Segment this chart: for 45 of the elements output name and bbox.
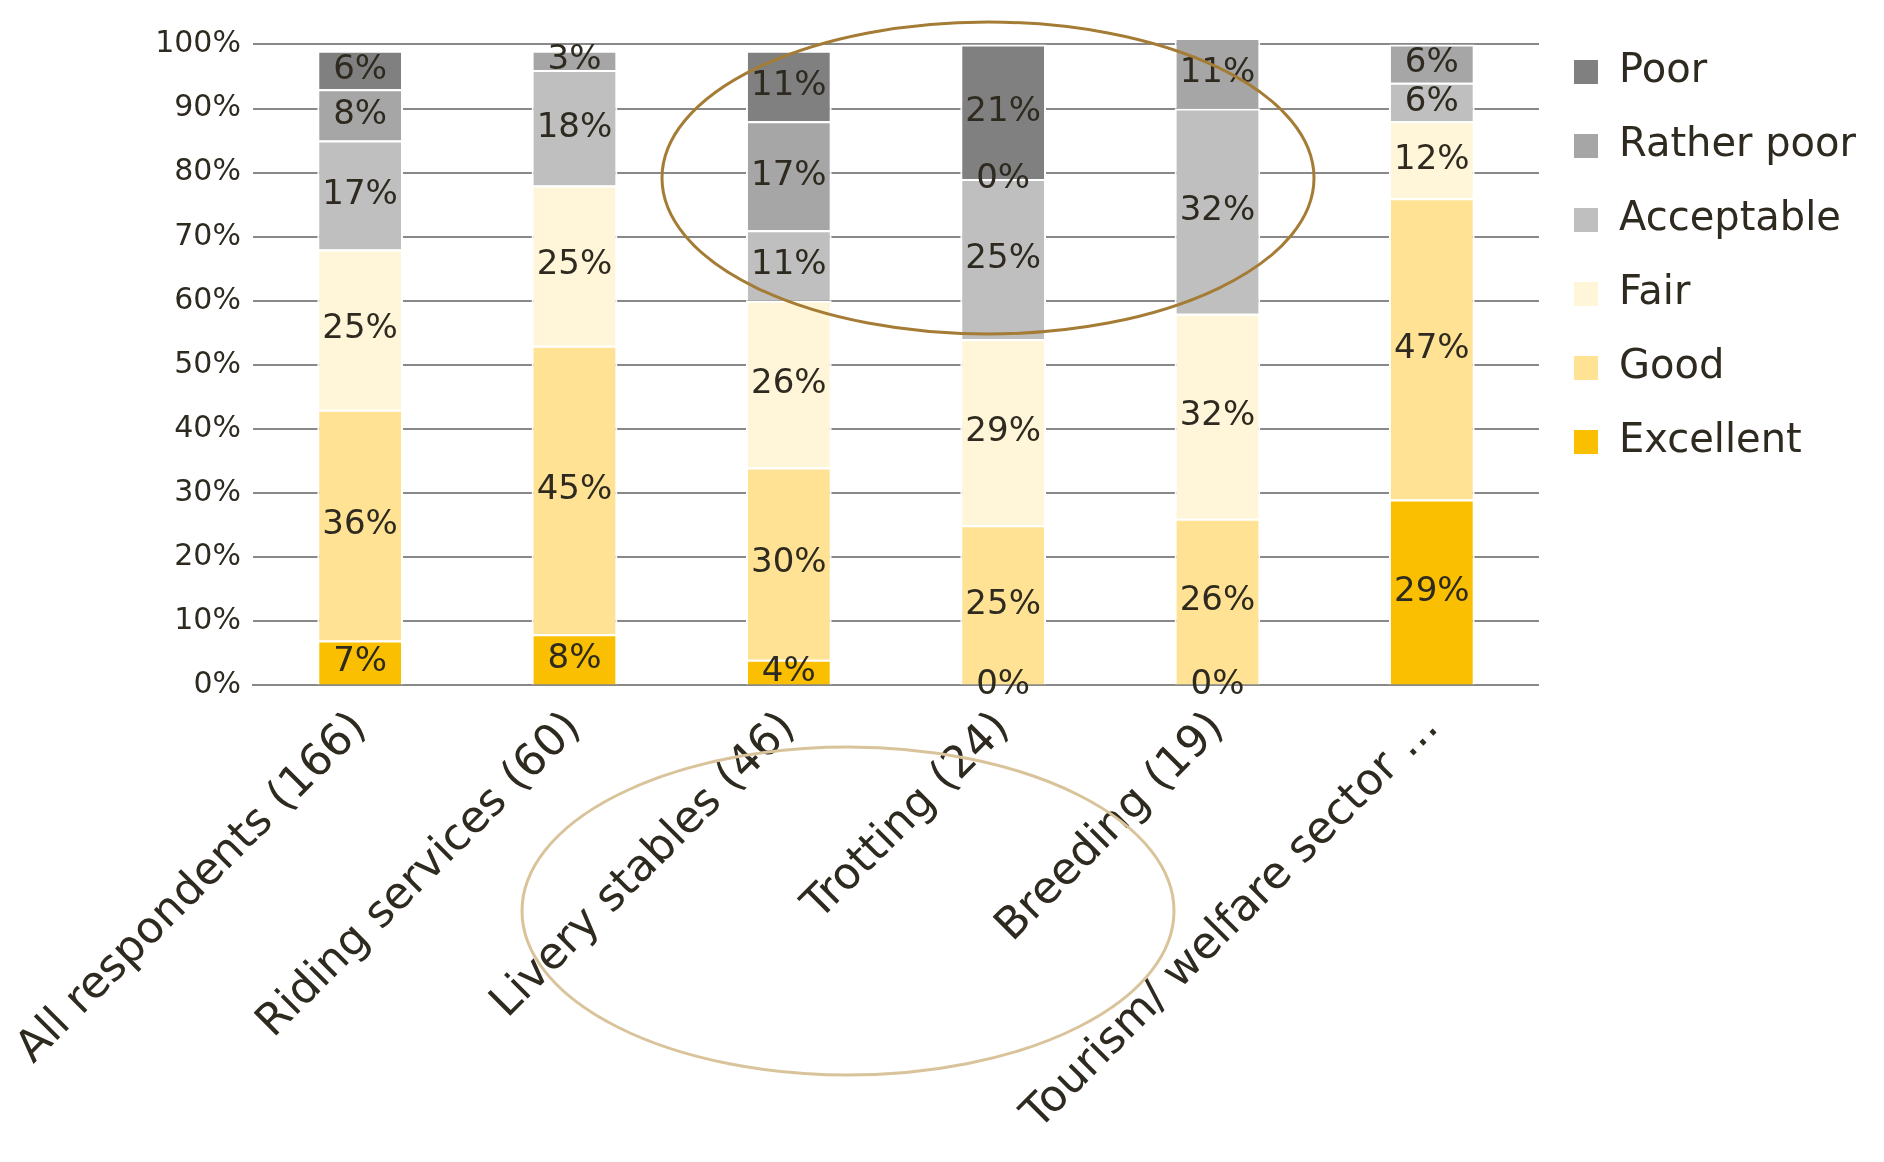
y-tick-label: 70%: [174, 216, 241, 252]
data-label: 6%: [1404, 40, 1459, 81]
data-label: 25%: [536, 242, 613, 283]
data-label: 12%: [1394, 136, 1470, 177]
data-label: 25%: [322, 306, 398, 347]
data-label: 18%: [536, 104, 613, 145]
y-tick-label: 20%: [174, 537, 241, 573]
y-tick-label: 50%: [174, 344, 241, 380]
y-tick-label: 10%: [174, 601, 241, 637]
data-label: 21%: [965, 88, 1041, 129]
legend-label: Poor: [1618, 45, 1708, 92]
y-tick-label: 80%: [174, 152, 241, 188]
data-label: 30%: [751, 540, 827, 581]
y-tick-label: 100%: [155, 24, 241, 60]
data-label: 45%: [536, 466, 613, 507]
data-label: 26%: [1179, 578, 1256, 619]
data-label: 6%: [1404, 78, 1459, 119]
data-label: 17%: [322, 171, 398, 212]
data-label: 6%: [333, 46, 388, 87]
data-label: 36%: [322, 502, 398, 543]
y-tick-label: 60%: [174, 280, 241, 316]
data-label: 11%: [751, 242, 827, 283]
data-label: 8%: [547, 636, 602, 677]
data-label: 17%: [751, 152, 827, 193]
data-label: 8%: [333, 91, 388, 132]
legend-label: Rather poor: [1618, 119, 1857, 166]
data-label: 11%: [751, 62, 827, 103]
data-label: 25%: [965, 581, 1041, 622]
data-label: 26%: [751, 360, 827, 401]
data-label: 7%: [333, 639, 388, 680]
data-label: 32%: [1179, 393, 1256, 434]
y-tick-label: 0%: [193, 665, 241, 701]
data-label: 29%: [965, 409, 1041, 450]
y-tick-label: 90%: [174, 88, 241, 124]
data-label: 32%: [1179, 187, 1256, 228]
data-label: 25%: [965, 235, 1041, 276]
y-tick-label: 30%: [174, 472, 241, 508]
data-label: 47%: [1394, 325, 1470, 366]
data-label: 4%: [761, 648, 816, 689]
legend-label: Fair: [1618, 267, 1691, 314]
legend-label: Good: [1618, 341, 1725, 388]
y-tick-label: 40%: [174, 408, 241, 444]
legend-label: Excellent: [1618, 415, 1802, 462]
data-label: 29%: [1394, 568, 1470, 609]
legend-label: Acceptable: [1618, 193, 1841, 240]
